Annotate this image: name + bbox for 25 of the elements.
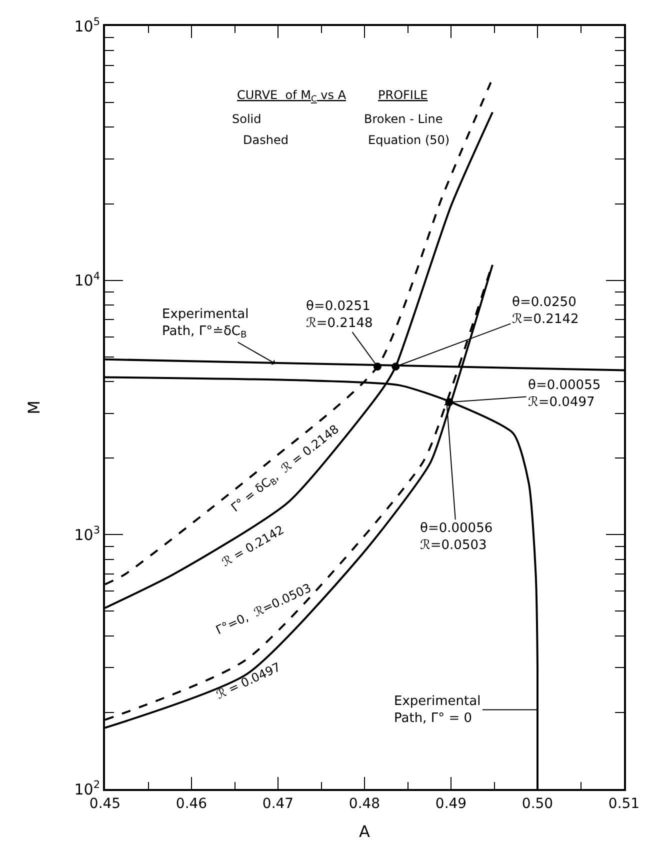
- x-tick-label: 0.45: [89, 796, 121, 812]
- annotation: Broken - Line: [364, 112, 443, 126]
- x-tick-label: 0.49: [435, 796, 467, 812]
- x-tick-label: 0.51: [608, 796, 640, 812]
- annotation: Experimental Path, Γ° = 0: [394, 694, 481, 726]
- y-tick-label: 10$^{5}$: [74, 16, 100, 36]
- annotation: θ=0.0250 ℛ=0.2142: [512, 295, 579, 327]
- annotation: θ=0.00055 ℛ=0.0497: [528, 378, 601, 410]
- annotation: Solid: [232, 112, 262, 126]
- y-tick-label: 10$^{2}$: [74, 778, 100, 798]
- x-tick-label: 0.46: [176, 796, 208, 812]
- annotation: Dashed: [243, 133, 288, 147]
- annotation: θ=0.00056 ℛ=0.0503: [420, 521, 493, 553]
- x-tick-label: 0.50: [522, 796, 554, 812]
- y-tick-label: 10$^{4}$: [74, 270, 100, 290]
- x-tick-label: 0.48: [348, 796, 380, 812]
- y-tick-label: 10$^{3}$: [74, 524, 100, 544]
- annotation: CURVE of M$_{C}$ vs A: [237, 88, 347, 104]
- annotation: Equation (50): [368, 133, 450, 147]
- x-tick-label: 0.47: [262, 796, 294, 812]
- annotation: Experimental Path, Γ°≐δC$_{B}$: [162, 307, 249, 341]
- x-axis-title: A: [359, 822, 370, 841]
- annotation: PROFILE: [378, 88, 428, 102]
- y-axis-title: M: [24, 400, 44, 414]
- annotation: θ=0.0251 ℛ=0.2148: [306, 299, 373, 331]
